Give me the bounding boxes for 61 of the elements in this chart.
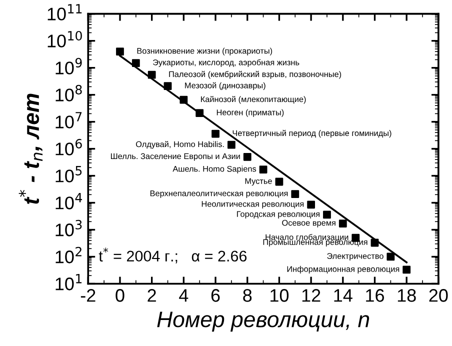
annotation: Городская революция: [237, 211, 320, 219]
point: [259, 166, 268, 174]
x-tick-label: 14: [334, 289, 352, 302]
annotation: Кайнозой (млекопитающие): [201, 96, 306, 104]
annotation: Неолитическая революция: [202, 201, 304, 208]
y-tick-label: 10$^{9}$: [56, 58, 82, 74]
point: [116, 48, 124, 56]
y-tick-label: 10$^{11}$: [48, 4, 82, 20]
point: [243, 152, 252, 161]
annotation: Верхнепалеолитическая революция: [150, 190, 288, 198]
point: [148, 70, 156, 79]
x-tick-label: 0: [116, 289, 124, 302]
x-tick-label: 8: [243, 289, 252, 302]
x-axis-title: Номер революции, n: [157, 312, 370, 332]
y-tick-label: 10$^{4}$: [56, 193, 82, 210]
y-tick-label: 10$^{2}$: [56, 246, 82, 264]
point: [338, 220, 347, 228]
annotation: Информационная революция: [287, 266, 400, 274]
x-tick-label: 4: [179, 289, 188, 302]
y-tick-label: 10$^{8}$: [56, 84, 82, 102]
y-tick-label: 10$^{3}$: [56, 220, 82, 236]
y-axis-title: t$^{*}$ - t$_{n}$, лет: [18, 94, 43, 204]
point: [227, 140, 236, 149]
x-tick-label: 16: [366, 289, 384, 302]
y-tick-label: 10$^{6}$: [56, 138, 82, 156]
x-tick-label: 6: [211, 289, 220, 302]
x-tick-label: 12: [302, 289, 320, 302]
point: [132, 59, 140, 68]
annotation: Шелль. Заселение Европы и Азии: [110, 153, 240, 161]
x-tick-label: 2: [148, 289, 156, 302]
x-tick-label: 18: [398, 289, 416, 302]
annotation: Осевое время: [282, 220, 336, 228]
x-tick-label: 20: [429, 289, 448, 302]
annotation: t$^{*}$ = 2004 г.; α = 2.66: [98, 248, 247, 264]
x-tick-label: 10: [270, 289, 289, 302]
annotation: Эукариоты, кислород, аэробная жизнь: [152, 59, 300, 67]
annotation: Мустье: [245, 178, 272, 186]
point: [323, 210, 331, 219]
point: [402, 266, 411, 274]
y-tick-label: 10$^{5}$: [56, 166, 82, 182]
point: [291, 190, 300, 198]
point: [212, 130, 220, 138]
annotation: Ашель. Homo Sapiens: [172, 166, 256, 174]
point: [370, 238, 379, 247]
annotation: Электричество: [327, 253, 384, 261]
point: [196, 109, 204, 118]
point: [180, 96, 188, 104]
y-tick-label: 10$^{1}$: [56, 274, 82, 290]
point: [307, 200, 316, 209]
point: [164, 82, 172, 90]
annotation: Возникновение жизни (прокариоты): [137, 48, 272, 56]
y-tick-label: 10$^{7}$: [56, 112, 82, 128]
annotation: Олдувай, Homo Habilis.: [136, 140, 224, 149]
annotation: Четвертичный период (первые гоминиды): [232, 130, 392, 138]
point: [386, 252, 395, 261]
annotation: Палеозой (кембрийский взрыв, позвоночные): [169, 70, 342, 79]
y-tick-label: 10$^{10}$: [48, 30, 82, 48]
annotation: Неоген (приматы): [216, 109, 284, 117]
point: [275, 178, 284, 186]
x-tick-label: -2: [80, 289, 96, 302]
annotation: Мезозой (динозавры): [185, 82, 266, 90]
